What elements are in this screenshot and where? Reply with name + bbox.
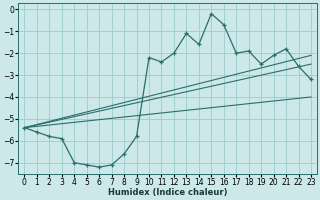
X-axis label: Humidex (Indice chaleur): Humidex (Indice chaleur) <box>108 188 228 197</box>
